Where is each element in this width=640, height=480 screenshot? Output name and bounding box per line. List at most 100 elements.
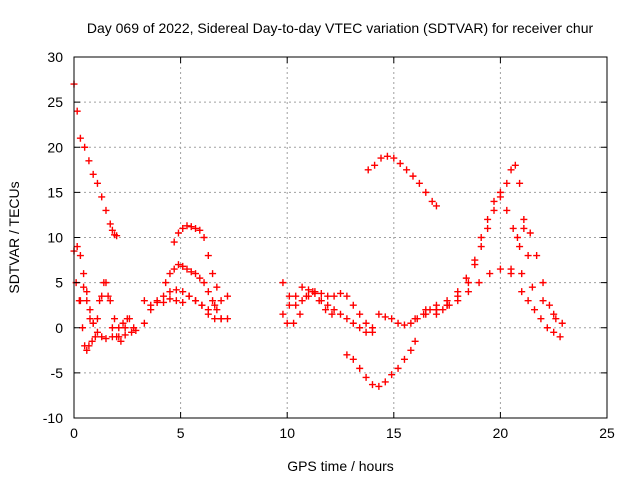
data-point bbox=[106, 297, 114, 305]
data-point bbox=[200, 234, 208, 241]
data-point bbox=[160, 298, 168, 306]
data-point bbox=[343, 292, 351, 300]
data-point bbox=[115, 324, 123, 332]
data-point bbox=[315, 297, 323, 305]
data-point bbox=[381, 378, 389, 386]
data-point bbox=[279, 310, 287, 318]
x-axis-label: GPS time / hours bbox=[287, 458, 394, 474]
data-point bbox=[371, 161, 379, 169]
data-point bbox=[454, 297, 462, 305]
data-point bbox=[172, 286, 180, 294]
data-point bbox=[349, 301, 357, 309]
data-point bbox=[537, 315, 545, 323]
y-tick-label: 25 bbox=[47, 94, 63, 110]
data-point bbox=[375, 382, 383, 390]
x-tick-label: 25 bbox=[599, 425, 615, 441]
data-point bbox=[422, 306, 430, 314]
data-point bbox=[279, 279, 287, 287]
data-point bbox=[432, 306, 440, 314]
series-midday-high bbox=[170, 222, 221, 291]
grid-layer bbox=[74, 57, 607, 418]
data-point bbox=[362, 328, 370, 336]
data-point bbox=[302, 292, 310, 300]
data-point bbox=[388, 315, 396, 323]
data-point bbox=[533, 252, 541, 260]
data-point bbox=[317, 289, 325, 297]
data-point bbox=[292, 301, 300, 309]
data-point bbox=[217, 315, 225, 323]
data-point bbox=[108, 324, 116, 332]
data-point bbox=[368, 381, 376, 389]
data-point bbox=[539, 279, 547, 287]
data-point bbox=[73, 243, 81, 251]
data-point bbox=[93, 179, 101, 187]
data-point bbox=[179, 262, 187, 270]
data-point bbox=[123, 315, 131, 323]
data-point bbox=[432, 202, 440, 210]
data-point bbox=[550, 310, 558, 318]
series-evening-high bbox=[364, 152, 440, 210]
y-tick-label: 20 bbox=[47, 139, 63, 155]
data-point bbox=[121, 331, 129, 339]
data-point bbox=[187, 223, 195, 231]
data-point bbox=[213, 306, 221, 314]
y-tick-label: 5 bbox=[55, 275, 63, 291]
y-tick-label: 0 bbox=[55, 320, 63, 336]
series-night-tail bbox=[507, 215, 566, 327]
data-point bbox=[526, 229, 534, 237]
data-point bbox=[204, 310, 212, 318]
data-point bbox=[337, 310, 344, 318]
data-point bbox=[496, 188, 504, 196]
data-point bbox=[484, 224, 492, 232]
data-point bbox=[496, 265, 504, 273]
data-point bbox=[464, 288, 472, 296]
data-point bbox=[349, 319, 357, 327]
data-point bbox=[407, 319, 415, 327]
data-point bbox=[166, 295, 174, 303]
data-point bbox=[76, 252, 84, 260]
data-point bbox=[76, 297, 84, 305]
data-point bbox=[160, 292, 168, 300]
data-point bbox=[411, 315, 419, 323]
data-point bbox=[204, 288, 212, 296]
data-point bbox=[104, 292, 112, 300]
data-point bbox=[356, 310, 364, 318]
data-point bbox=[509, 224, 517, 232]
data-point bbox=[179, 298, 187, 306]
y-tick-label: 15 bbox=[47, 184, 63, 200]
data-point bbox=[524, 297, 532, 305]
data-point bbox=[108, 226, 116, 234]
data-point bbox=[79, 324, 87, 332]
data-point bbox=[337, 289, 344, 297]
data-point bbox=[394, 364, 402, 372]
data-point bbox=[73, 107, 81, 115]
x-tick-label: 0 bbox=[70, 425, 78, 441]
x-tick-label: 10 bbox=[279, 425, 295, 441]
series-night-mid bbox=[432, 265, 558, 318]
data-point bbox=[298, 297, 306, 305]
data-point bbox=[80, 270, 88, 278]
y-tick-label: 10 bbox=[47, 230, 63, 246]
data-point bbox=[539, 297, 547, 305]
data-point bbox=[224, 315, 232, 323]
data-point bbox=[211, 301, 219, 309]
data-point bbox=[516, 179, 524, 187]
data-point bbox=[86, 315, 94, 323]
x-tick-label: 15 bbox=[386, 425, 402, 441]
data-point bbox=[349, 355, 357, 363]
data-point bbox=[484, 215, 492, 223]
data-point bbox=[196, 274, 204, 282]
x-tick-label: 20 bbox=[493, 425, 509, 441]
data-point bbox=[89, 170, 97, 178]
data-point bbox=[516, 243, 524, 251]
data-point bbox=[477, 234, 485, 241]
data-point bbox=[111, 315, 119, 323]
data-point bbox=[524, 252, 532, 260]
data-point bbox=[507, 270, 515, 278]
data-point bbox=[93, 315, 101, 323]
data-point bbox=[513, 234, 521, 241]
data-point bbox=[85, 157, 93, 165]
data-point bbox=[119, 319, 127, 327]
